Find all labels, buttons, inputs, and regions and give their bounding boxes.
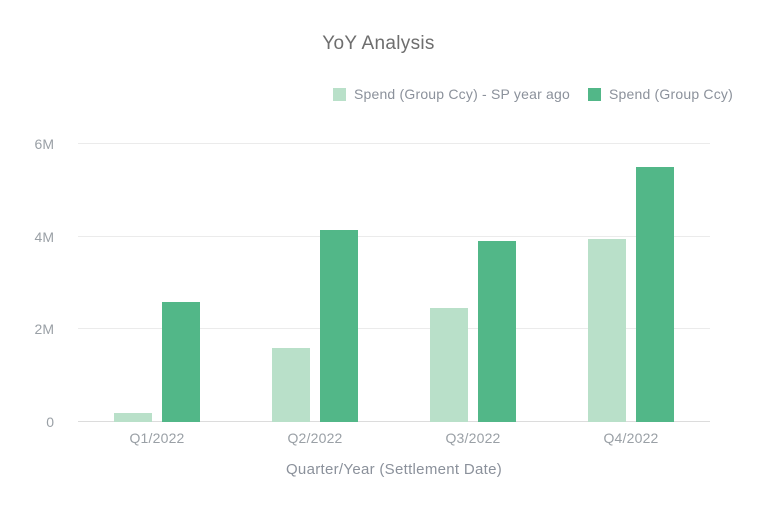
plot-area <box>78 143 710 422</box>
x-axis-tick-label: Q4/2022 <box>603 430 659 446</box>
legend-marker-swatch-icon <box>332 87 346 101</box>
gridline <box>78 235 710 237</box>
x-axis-tick-label: Q2/2022 <box>287 430 343 446</box>
chart-title: YoY Analysis <box>322 33 435 54</box>
gridline <box>78 143 710 144</box>
legend-marker-swatch-icon <box>587 87 601 101</box>
bar <box>588 238 626 422</box>
bar <box>320 229 358 422</box>
x-axis-tick-label: Q1/2022 <box>129 430 185 446</box>
gridline <box>78 421 710 422</box>
y-axis-tick-label: 4M <box>34 228 54 245</box>
bar <box>478 241 516 422</box>
x-axis-tick-labels: Q1/2022 Q2/2022 Q3/2022 Q4/2022 <box>78 430 710 446</box>
bar-group <box>394 144 552 422</box>
legend-item-label: Spend (Group Ccy) <box>608 86 733 102</box>
legend-item[interactable]: Spend (Group Ccy) - SP year ago <box>332 86 570 102</box>
legend-item[interactable]: Spend (Group Ccy) <box>587 86 733 102</box>
bar <box>114 412 152 422</box>
bar-group <box>78 144 236 422</box>
bar <box>636 167 674 422</box>
bar <box>430 308 468 422</box>
x-axis-title: Quarter/Year (Settlement Date) <box>285 461 503 478</box>
legend-item-label: Spend (Group Ccy) - SP year ago <box>353 86 570 102</box>
y-axis-tick-label: 0 <box>46 414 54 430</box>
y-axis-tick-label: 2M <box>34 321 54 338</box>
bar <box>162 301 200 422</box>
y-axis-tick-label: 6M <box>34 136 54 152</box>
bar-group <box>236 144 394 422</box>
gridline <box>78 328 710 330</box>
bar-group <box>552 144 710 422</box>
bar <box>272 347 310 422</box>
bar-groups <box>78 144 710 422</box>
x-axis-tick-label: Q3/2022 <box>445 430 501 446</box>
y-axis-tick-labels: 0 2M 4M 6M <box>0 136 66 430</box>
chart-legend: Spend (Group Ccy) - SP year ago Spend (Gr… <box>0 86 757 102</box>
